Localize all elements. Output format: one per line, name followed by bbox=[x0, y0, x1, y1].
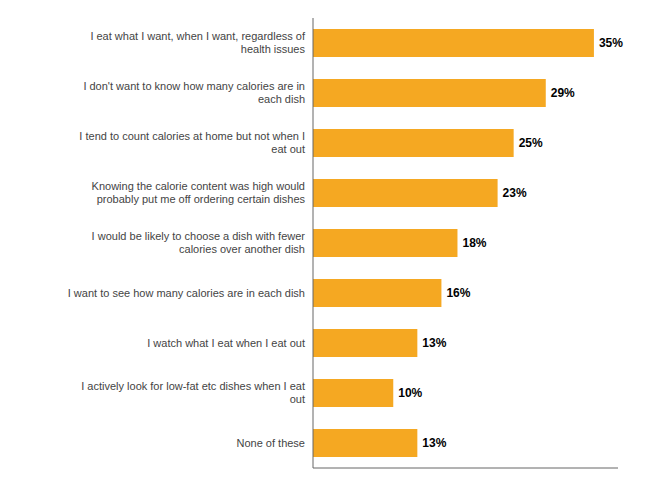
svg-text:I watch what I eat when I eat: I watch what I eat when I eat out bbox=[147, 337, 305, 349]
svg-text:23%: 23% bbox=[503, 186, 527, 200]
svg-text:None of these: None of these bbox=[237, 437, 306, 449]
svg-text:25%: 25% bbox=[519, 136, 543, 150]
svg-text:I tend to count calories at ho: I tend to count calories at home but not… bbox=[79, 130, 305, 155]
svg-text:10%: 10% bbox=[398, 386, 422, 400]
svg-text:I eat what I want, when I want: I eat what I want, when I want, regardle… bbox=[90, 30, 306, 55]
svg-text:Knowing the calorie content wa: Knowing the calorie content was high wou… bbox=[92, 180, 306, 205]
svg-text:18%: 18% bbox=[462, 236, 486, 250]
svg-text:13%: 13% bbox=[422, 336, 446, 350]
svg-text:I want to see how many calorie: I want to see how many calories are in e… bbox=[68, 287, 305, 299]
svg-text:I would be likely to choose a: I would be likely to choose a dish with … bbox=[92, 230, 306, 255]
svg-text:I actively look for low-fat et: I actively look for low-fat etc dishes w… bbox=[81, 380, 305, 405]
svg-text:I don't want to know how many: I don't want to know how many calories a… bbox=[83, 80, 305, 105]
svg-text:35%: 35% bbox=[599, 36, 623, 50]
svg-text:13%: 13% bbox=[422, 436, 446, 450]
svg-text:29%: 29% bbox=[551, 86, 575, 100]
svg-text:16%: 16% bbox=[446, 286, 470, 300]
